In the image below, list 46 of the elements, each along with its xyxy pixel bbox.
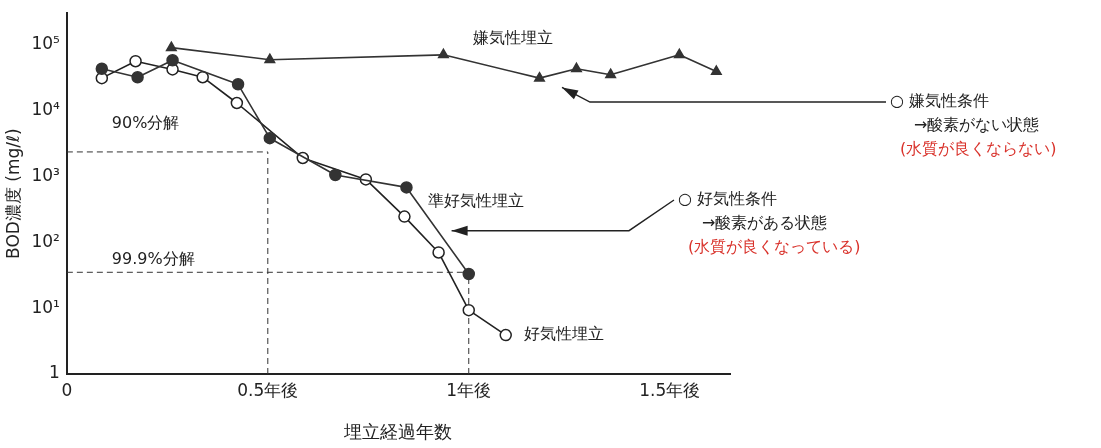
y-tick-label: 10⁵ <box>31 33 60 54</box>
point <box>462 303 476 317</box>
point <box>710 65 722 76</box>
point <box>196 70 209 84</box>
annotation: ○ 好気性条件 <box>678 189 778 209</box>
point <box>95 62 109 76</box>
series-label: 嫌気性埋立 <box>473 27 554 47</box>
point <box>165 41 177 52</box>
x-tick-label: 0.5年後 <box>237 379 299 400</box>
annotation: (水質が良くなっている) <box>688 237 861 257</box>
point <box>400 181 413 194</box>
series-label: 準好気性埋立 <box>428 190 525 210</box>
x-tick-label: 0 <box>61 379 73 400</box>
point <box>398 210 411 223</box>
text: →酸素がない状態 <box>914 115 1040 135</box>
annotation: →酸素がある状態 <box>702 213 828 233</box>
y-tick-label: 10² <box>31 230 60 251</box>
text: (水質が良くならない) <box>900 139 1057 159</box>
point <box>129 54 142 68</box>
x-axis-title: 埋立経過年数 <box>343 420 453 442</box>
y-tick-label: 10¹ <box>31 296 60 317</box>
y-tick-label: 1 <box>49 362 60 383</box>
ref-line-label: 99.9%分解 <box>111 249 195 269</box>
ref-line-label: 90%分解 <box>111 113 180 133</box>
point <box>570 62 582 73</box>
y-tick-label: 10³ <box>31 164 60 185</box>
y-tick-label: 10⁴ <box>31 98 61 119</box>
point <box>263 131 277 145</box>
point <box>462 267 476 281</box>
point <box>230 96 244 110</box>
point <box>499 328 512 342</box>
point <box>432 246 445 259</box>
x-tick-label: 1.5年後 <box>639 379 701 400</box>
point <box>673 48 685 59</box>
point <box>437 48 449 59</box>
point <box>533 71 546 82</box>
point <box>605 68 617 79</box>
point <box>264 53 276 64</box>
x-tick-label: 1年後 <box>446 379 492 400</box>
text: ○ 嫌気性条件 <box>890 91 990 111</box>
point <box>131 70 144 84</box>
y-axis-title: BOD濃度 (mg/ℓ) <box>2 128 23 259</box>
series-label: 好気性埋立 <box>523 324 604 344</box>
point <box>231 78 245 91</box>
point <box>329 168 342 182</box>
point <box>166 53 179 67</box>
